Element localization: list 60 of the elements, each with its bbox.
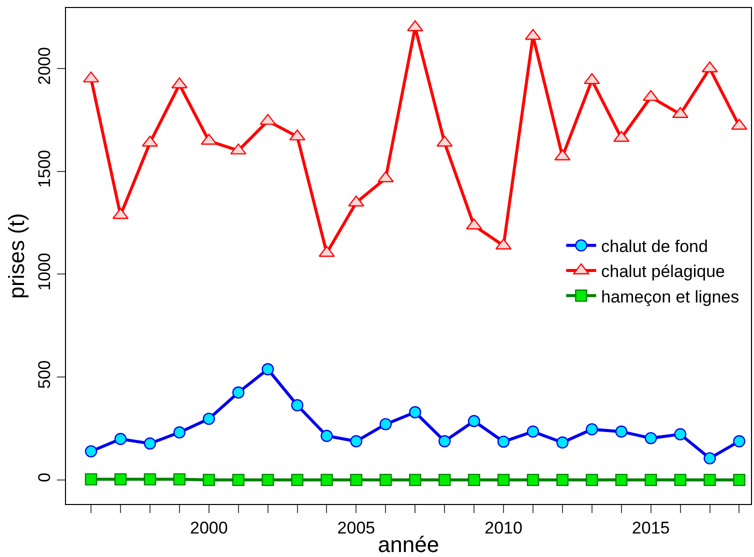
- point: [262, 474, 274, 486]
- point: [556, 436, 569, 449]
- x-axis-title: année: [378, 532, 440, 557]
- point: [144, 473, 156, 486]
- point: [497, 474, 510, 486]
- point: [409, 406, 422, 418]
- point: [468, 414, 480, 428]
- point: [704, 452, 716, 464]
- point: [202, 412, 215, 425]
- point: [291, 399, 304, 412]
- point: [586, 423, 598, 436]
- x-tick-label: 2000: [190, 518, 228, 538]
- point: [674, 474, 686, 486]
- point: [350, 435, 362, 448]
- point: [497, 436, 510, 448]
- point: [526, 425, 540, 438]
- point: [320, 430, 333, 442]
- point: [438, 435, 451, 448]
- point: [704, 474, 716, 486]
- point: [733, 435, 746, 448]
- point: [114, 432, 127, 446]
- point: [232, 474, 244, 486]
- point: [526, 474, 540, 486]
- y-tick-label: 0: [35, 472, 54, 482]
- point: [586, 474, 598, 486]
- point: [320, 474, 333, 486]
- point: [556, 474, 569, 486]
- legend-label: chalut pélagique: [601, 262, 725, 282]
- point: [262, 363, 274, 376]
- point: [291, 474, 304, 486]
- point: [202, 474, 215, 486]
- point: [173, 426, 186, 439]
- x-tick-label: 2015: [632, 518, 670, 538]
- y-tick-label: 1000: [35, 252, 54, 291]
- point: [674, 428, 686, 440]
- y-tick-label: 500: [35, 360, 54, 389]
- point: [114, 473, 127, 486]
- point: [438, 474, 451, 486]
- legend-label: hameçon et lignes: [601, 287, 740, 306]
- point: [468, 474, 480, 486]
- point: [380, 474, 392, 486]
- y-tick-label: 2000: [35, 47, 54, 85]
- point: [615, 474, 628, 486]
- x-tick-label: 2005: [337, 518, 376, 538]
- legend-label: chalut de fond: [601, 237, 708, 256]
- point: [380, 418, 392, 430]
- point: [350, 474, 362, 486]
- point: [644, 474, 657, 486]
- point: [232, 386, 244, 399]
- y-axis-title: prises (t): [4, 213, 29, 299]
- point: [84, 445, 98, 458]
- point: [644, 432, 657, 444]
- point: [84, 473, 98, 486]
- point: [615, 425, 628, 438]
- point: [409, 474, 422, 486]
- point: [144, 437, 156, 450]
- x-tick-label: 2010: [484, 518, 522, 538]
- y-tick-label: 1500: [35, 150, 54, 188]
- point: [173, 473, 186, 486]
- point: [733, 474, 746, 486]
